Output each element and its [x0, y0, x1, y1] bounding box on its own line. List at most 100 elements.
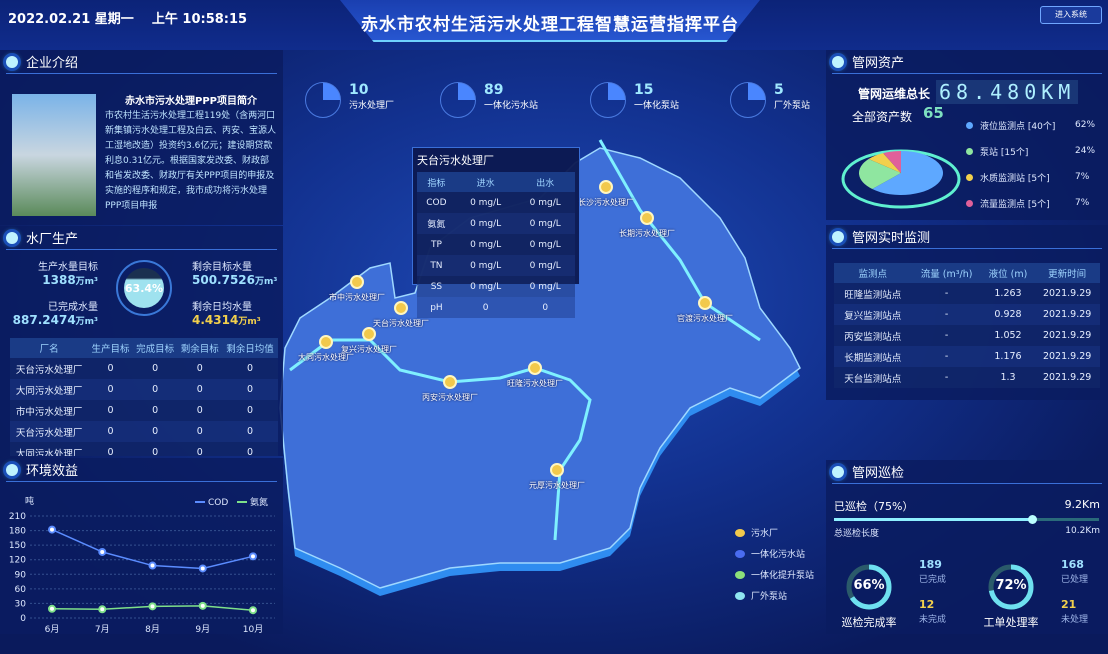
plant-label: 丙安污水处理厂: [422, 393, 478, 402]
rate-ring: [988, 564, 1034, 610]
data-point[interactable]: [48, 525, 56, 534]
panel-title: 管网巡检: [852, 466, 905, 481]
legend-item[interactable]: 厂外泵站: [735, 585, 825, 606]
stat-item: 10 污水处理厂: [305, 82, 394, 118]
table-cell: 0: [88, 358, 133, 379]
data-point[interactable]: [98, 547, 107, 556]
table-row[interactable]: COD 0 mg/L 0 mg/L: [417, 192, 575, 213]
rate-a-label: 已处理: [1061, 575, 1089, 585]
stat-item: 89 一体化污水站: [440, 82, 538, 118]
legend-marker-icon: [735, 549, 745, 558]
table-row[interactable]: 氨氮 0 mg/L 0 mg/L: [417, 213, 575, 234]
target-value: 1388: [42, 273, 76, 287]
company-heading: 赤水市污水处理PPP项目简介: [125, 96, 257, 107]
rate-label: 巡检完成率: [841, 616, 897, 629]
pie-slice[interactable]: [859, 158, 901, 190]
company-photo: [12, 94, 96, 216]
data-point[interactable]: [98, 605, 107, 614]
plant-marker-icon[interactable]: [550, 463, 564, 477]
environment-chart[interactable]: 吨 0 30 60 90 120 150 180 210 6月 7月 8月 9月 10月 COD 氨氮: [0, 488, 283, 634]
table-cell: 0: [177, 421, 223, 442]
table-cell: 1.176: [981, 346, 1035, 367]
asset-dot-icon: [966, 147, 973, 155]
y-tick-label: 150: [9, 541, 26, 551]
daily-value: 4.4314: [192, 313, 239, 327]
table-row[interactable]: 复兴监测站点 -0.928 2021.9.29: [834, 304, 1100, 325]
table-row[interactable]: pH 0 0: [417, 297, 575, 318]
progress-ball: 63.4%: [116, 260, 172, 316]
datetime: 2022.02.21 星期一 上午 10:58:15: [8, 8, 247, 27]
plant-marker-icon[interactable]: [698, 296, 712, 310]
plant-marker-icon[interactable]: [394, 301, 408, 315]
table-cell: 0.928: [981, 304, 1035, 325]
panel-title: 管网资产: [852, 56, 905, 71]
stat-value: 5: [774, 82, 784, 98]
rate-b-label: 未处理: [1061, 615, 1089, 625]
table-row[interactable]: 丙安监测站点 -1.052 2021.9.29: [834, 325, 1100, 346]
asset-dot-icon: [966, 121, 973, 129]
table-row[interactable]: 天台监测站点 -1.3 2021.9.29: [834, 367, 1100, 388]
table-row[interactable]: TN 0 mg/L 0 mg/L: [417, 255, 575, 276]
table-row[interactable]: 大同污水处理厂 0 0 0 0: [10, 442, 278, 456]
data-point[interactable]: [148, 602, 157, 611]
plant-marker-icon[interactable]: [528, 361, 542, 375]
x-tick-label: 8月: [145, 624, 160, 634]
x-tick-label: 6月: [45, 624, 60, 634]
company-text[interactable]: 市农村生活污水处理工程119处（含两河口新集镇污水处理工程及白云、丙安、宝源人工…: [105, 111, 277, 211]
plant-marker-icon[interactable]: [443, 375, 457, 389]
table-cell: 大同污水处理厂: [10, 442, 89, 456]
plant-marker-icon[interactable]: [640, 211, 654, 225]
table-cell: 2021.9.29: [1034, 304, 1100, 325]
data-point[interactable]: [249, 606, 257, 615]
assets-pie[interactable]: [841, 135, 961, 210]
stat-value: 10: [349, 82, 369, 98]
legend-item[interactable]: 一体化污水站: [735, 543, 825, 564]
plant-marker-icon[interactable]: [319, 335, 333, 349]
table-row[interactable]: 市中污水处理厂 0 0 0 0: [10, 400, 278, 421]
y-tick-label: 60: [15, 585, 27, 595]
y-tick-label: 90: [15, 570, 27, 580]
plant-marker-icon[interactable]: [599, 180, 613, 194]
rate-label: 工单处理率: [983, 616, 1039, 629]
legend-item[interactable]: 一体化提升泵站: [735, 564, 825, 585]
pie-slice[interactable]: [883, 151, 901, 173]
data-point[interactable]: [148, 561, 157, 570]
tooltip-title: 天台污水处理厂: [417, 154, 494, 167]
table-row[interactable]: SS 0 mg/L 0 mg/L: [417, 276, 575, 297]
table-row[interactable]: 长期监测站点 -1.176 2021.9.29: [834, 346, 1100, 367]
table-cell: -: [911, 346, 982, 367]
table-row[interactable]: 旺隆监测站点 -1.263 2021.9.29: [834, 283, 1100, 304]
plant-marker-icon[interactable]: [362, 327, 376, 341]
target-stat: 生产水量目标 1388万m³: [20, 258, 98, 287]
progress-handle[interactable]: [1027, 515, 1037, 524]
table-cell: 0: [455, 297, 516, 318]
table-cell: 复兴监测站点: [834, 304, 912, 325]
rate-b-value: 12: [919, 598, 935, 611]
table-cell: 1.263: [981, 283, 1035, 304]
stat-text: 15 一体化泵站: [634, 82, 679, 118]
column-header: 液位 (m): [981, 263, 1035, 283]
plant-marker-icon[interactable]: [350, 275, 364, 289]
table-cell: 0 mg/L: [455, 234, 516, 255]
legend-label: 氨氮: [250, 496, 268, 508]
data-point[interactable]: [198, 564, 207, 573]
legend-item[interactable]: 污水厂: [735, 522, 825, 543]
table-row[interactable]: 大同污水处理厂 0 0 0 0: [10, 379, 278, 400]
table-row[interactable]: TP 0 mg/L 0 mg/L: [417, 234, 575, 255]
panel-header: 管网资产: [832, 50, 1102, 74]
pie-slice[interactable]: [872, 151, 943, 195]
enter-system-button[interactable]: 进入系统: [1040, 6, 1102, 24]
data-point[interactable]: [48, 604, 56, 613]
table-cell: 丙安监测站点: [834, 325, 912, 346]
tooltip-table: 指标 进水 出水 COD 0 mg/L 0 mg/L 氨氮 0 mg/L 0 mg/L TP 0 m…: [417, 172, 575, 318]
asset-item: 液位监测点 [40个] 62%: [966, 112, 1106, 138]
pie-slice[interactable]: [868, 153, 901, 173]
table-cell: 0: [88, 400, 133, 421]
table-row[interactable]: 天台污水处理厂 0 0 0 0: [10, 358, 278, 379]
data-point[interactable]: [198, 601, 207, 610]
patrol-done-label: 已巡检（75%）: [834, 500, 914, 513]
panel-title: 管网实时监测: [852, 231, 931, 246]
data-point[interactable]: [249, 552, 257, 561]
table-row[interactable]: 天台污水处理厂 0 0 0 0: [10, 421, 278, 442]
asset-percent: 24%: [1075, 146, 1096, 156]
